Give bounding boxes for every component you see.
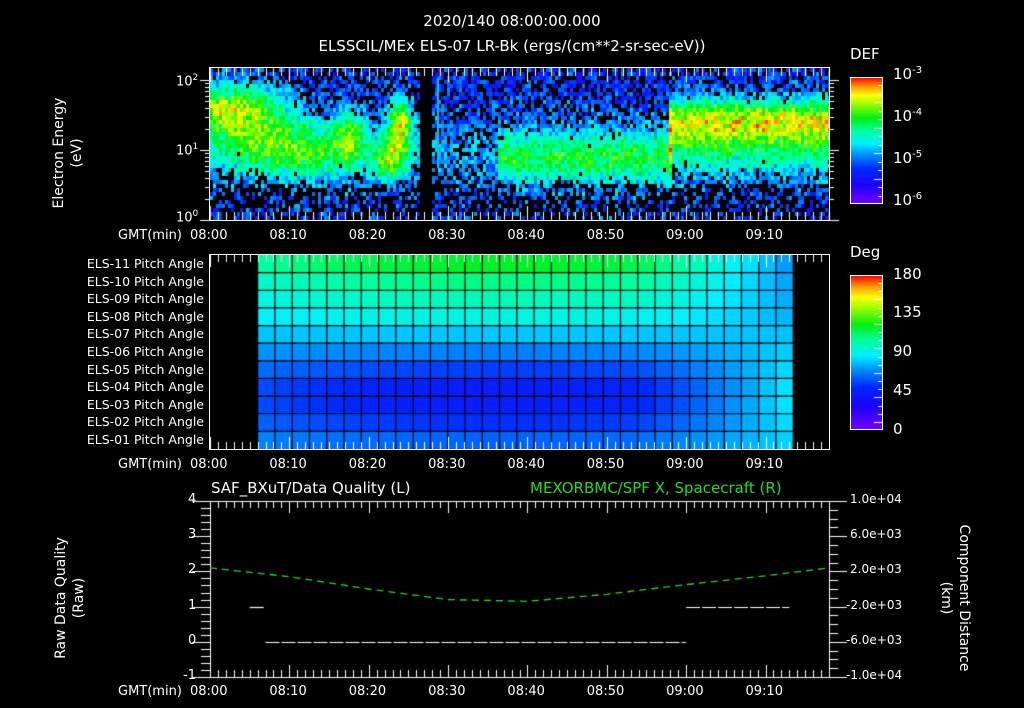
deg-tick-90: 90 (893, 342, 913, 360)
time-tick-0840: 08:40 (507, 684, 545, 699)
time-tick-0910: 09:10 (745, 228, 783, 243)
deg-tick-180: 180 (893, 265, 922, 283)
pitch-angle-frame (209, 254, 830, 450)
pitch-angle-row-label: ELS-05 Pitch Angle (86, 361, 204, 377)
def-tick-1e-5: 10-5 (893, 149, 923, 167)
time-tick-0820: 08:20 (348, 457, 387, 472)
pitch-angle-row-label: ELS-07 Pitch Angle (86, 326, 204, 342)
component-distance-tick: 2.0e+03 (850, 562, 902, 577)
pitch-angle-row-label: ELS-09 Pitch Angle (86, 291, 204, 307)
energy-axis-label: Electron Energy (eV) (50, 73, 86, 233)
energy-axis-label-line1: Electron Energy (51, 97, 67, 209)
plot-timestamp: 2020/140 08:00:00.000 (423, 12, 601, 30)
energy-tick-10: 101 (176, 142, 199, 159)
time-tick-0850: 08:50 (586, 228, 625, 243)
energy-axis-label-line2: (eV) (69, 138, 85, 168)
pitch-angle-row-label: ELS-08 Pitch Angle (86, 308, 204, 324)
pitch-angle-row-label: ELS-01 Pitch Angle (86, 432, 204, 447)
def-tick-1e-4: 10-4 (893, 107, 923, 125)
time-tick-0850: 08:50 (586, 457, 625, 472)
component-distance-axis-label-line2: (km) (938, 581, 954, 615)
pitch-angle-row-label: ELS-04 Pitch Angle (86, 379, 204, 395)
time-tick-0830: 08:30 (428, 228, 466, 243)
component-distance-axis-label: Component Distance (km) (937, 518, 973, 678)
time-tick-0810: 08:10 (269, 228, 307, 243)
component-distance-tick: 1.0e+04 (850, 492, 902, 506)
deg-colorbar-frame (850, 275, 883, 430)
time-axis-label-1: GMT(min) (118, 228, 182, 243)
energy-axis-ticks (190, 60, 850, 230)
time-axis-label-2: GMT(min) (118, 457, 182, 472)
deg-tick-45: 45 (893, 381, 913, 399)
energy-tick-1: 100 (176, 209, 199, 226)
time-tick-0900: 09:00 (666, 684, 704, 699)
time-axis-label-3: GMT(min) (118, 684, 182, 699)
deg-tick-0: 0 (893, 420, 903, 438)
data-quality-axis-label: Raw Data Quality (Raw) (52, 518, 88, 678)
time-tick-0910: 09:10 (745, 684, 783, 699)
component-distance-tick: -1.0e+04 (846, 668, 903, 682)
pitch-angle-row-label: ELS-10 Pitch Angle (86, 273, 204, 289)
data-quality-line-plot (180, 490, 880, 690)
time-tick-0840: 08:40 (507, 457, 545, 472)
panel-1-title: ELSSCIL/MEx ELS-07 LR-Bk (ergs/(cm**2-sr… (318, 37, 706, 55)
time-tick-0810: 08:10 (269, 684, 307, 699)
component-distance-axis-label-line1: Component Distance (956, 524, 972, 672)
def-colorbar (850, 77, 883, 204)
time-tick-0830: 08:30 (428, 457, 466, 472)
data-quality-axis-label-line2: (Raw) (71, 577, 87, 619)
pitch-angle-row-label: ELS-02 Pitch Angle (86, 414, 204, 430)
pitch-angle-grid (210, 255, 829, 449)
data-quality-tick: 1 (188, 597, 197, 613)
time-tick-0830: 08:30 (428, 684, 466, 699)
energy-tick-100: 102 (176, 73, 199, 90)
pitch-angle-row-label: ELS-03 Pitch Angle (86, 396, 204, 412)
time-tick-0800: 08:00 (190, 684, 228, 699)
def-colorbar-title: DEF (850, 45, 880, 63)
time-tick-0820: 08:20 (348, 684, 387, 699)
time-tick-0800: 08:00 (190, 457, 228, 472)
deg-colorbar (850, 275, 883, 430)
def-colorbar-frame (850, 77, 883, 204)
def-tick-1e-6: 10-6 (893, 191, 923, 209)
component-distance-tick: -2.0e+03 (846, 597, 903, 612)
pitch-angle-row-label: ELS-11 Pitch Angle (86, 256, 204, 271)
time-tick-0800: 08:00 (190, 228, 228, 243)
data-quality-axis-label-line1: Raw Data Quality (53, 537, 69, 659)
component-distance-tick: -6.0e+03 (846, 632, 903, 647)
time-tick-0850: 08:50 (586, 684, 625, 699)
time-tick-0840: 08:40 (507, 228, 545, 243)
def-tick-1e-3: 10-3 (893, 65, 923, 83)
data-quality-tick: 2 (188, 562, 197, 578)
deg-tick-135: 135 (893, 303, 922, 321)
time-tick-0810: 08:10 (269, 457, 307, 472)
data-quality-tick: -1 (183, 668, 196, 683)
deg-colorbar-title: Deg (850, 243, 881, 261)
data-quality-tick: 3 (188, 527, 197, 543)
time-tick-0900: 09:00 (666, 228, 704, 243)
data-quality-tick: 0 (188, 632, 197, 648)
component-distance-tick: 6.0e+03 (850, 527, 902, 542)
pitch-angle-row-label: ELS-06 Pitch Angle (86, 344, 204, 359)
time-tick-0820: 08:20 (348, 228, 387, 243)
data-quality-tick: 4 (188, 492, 197, 507)
time-tick-0910: 09:10 (745, 457, 783, 472)
time-tick-0900: 09:00 (666, 457, 704, 472)
